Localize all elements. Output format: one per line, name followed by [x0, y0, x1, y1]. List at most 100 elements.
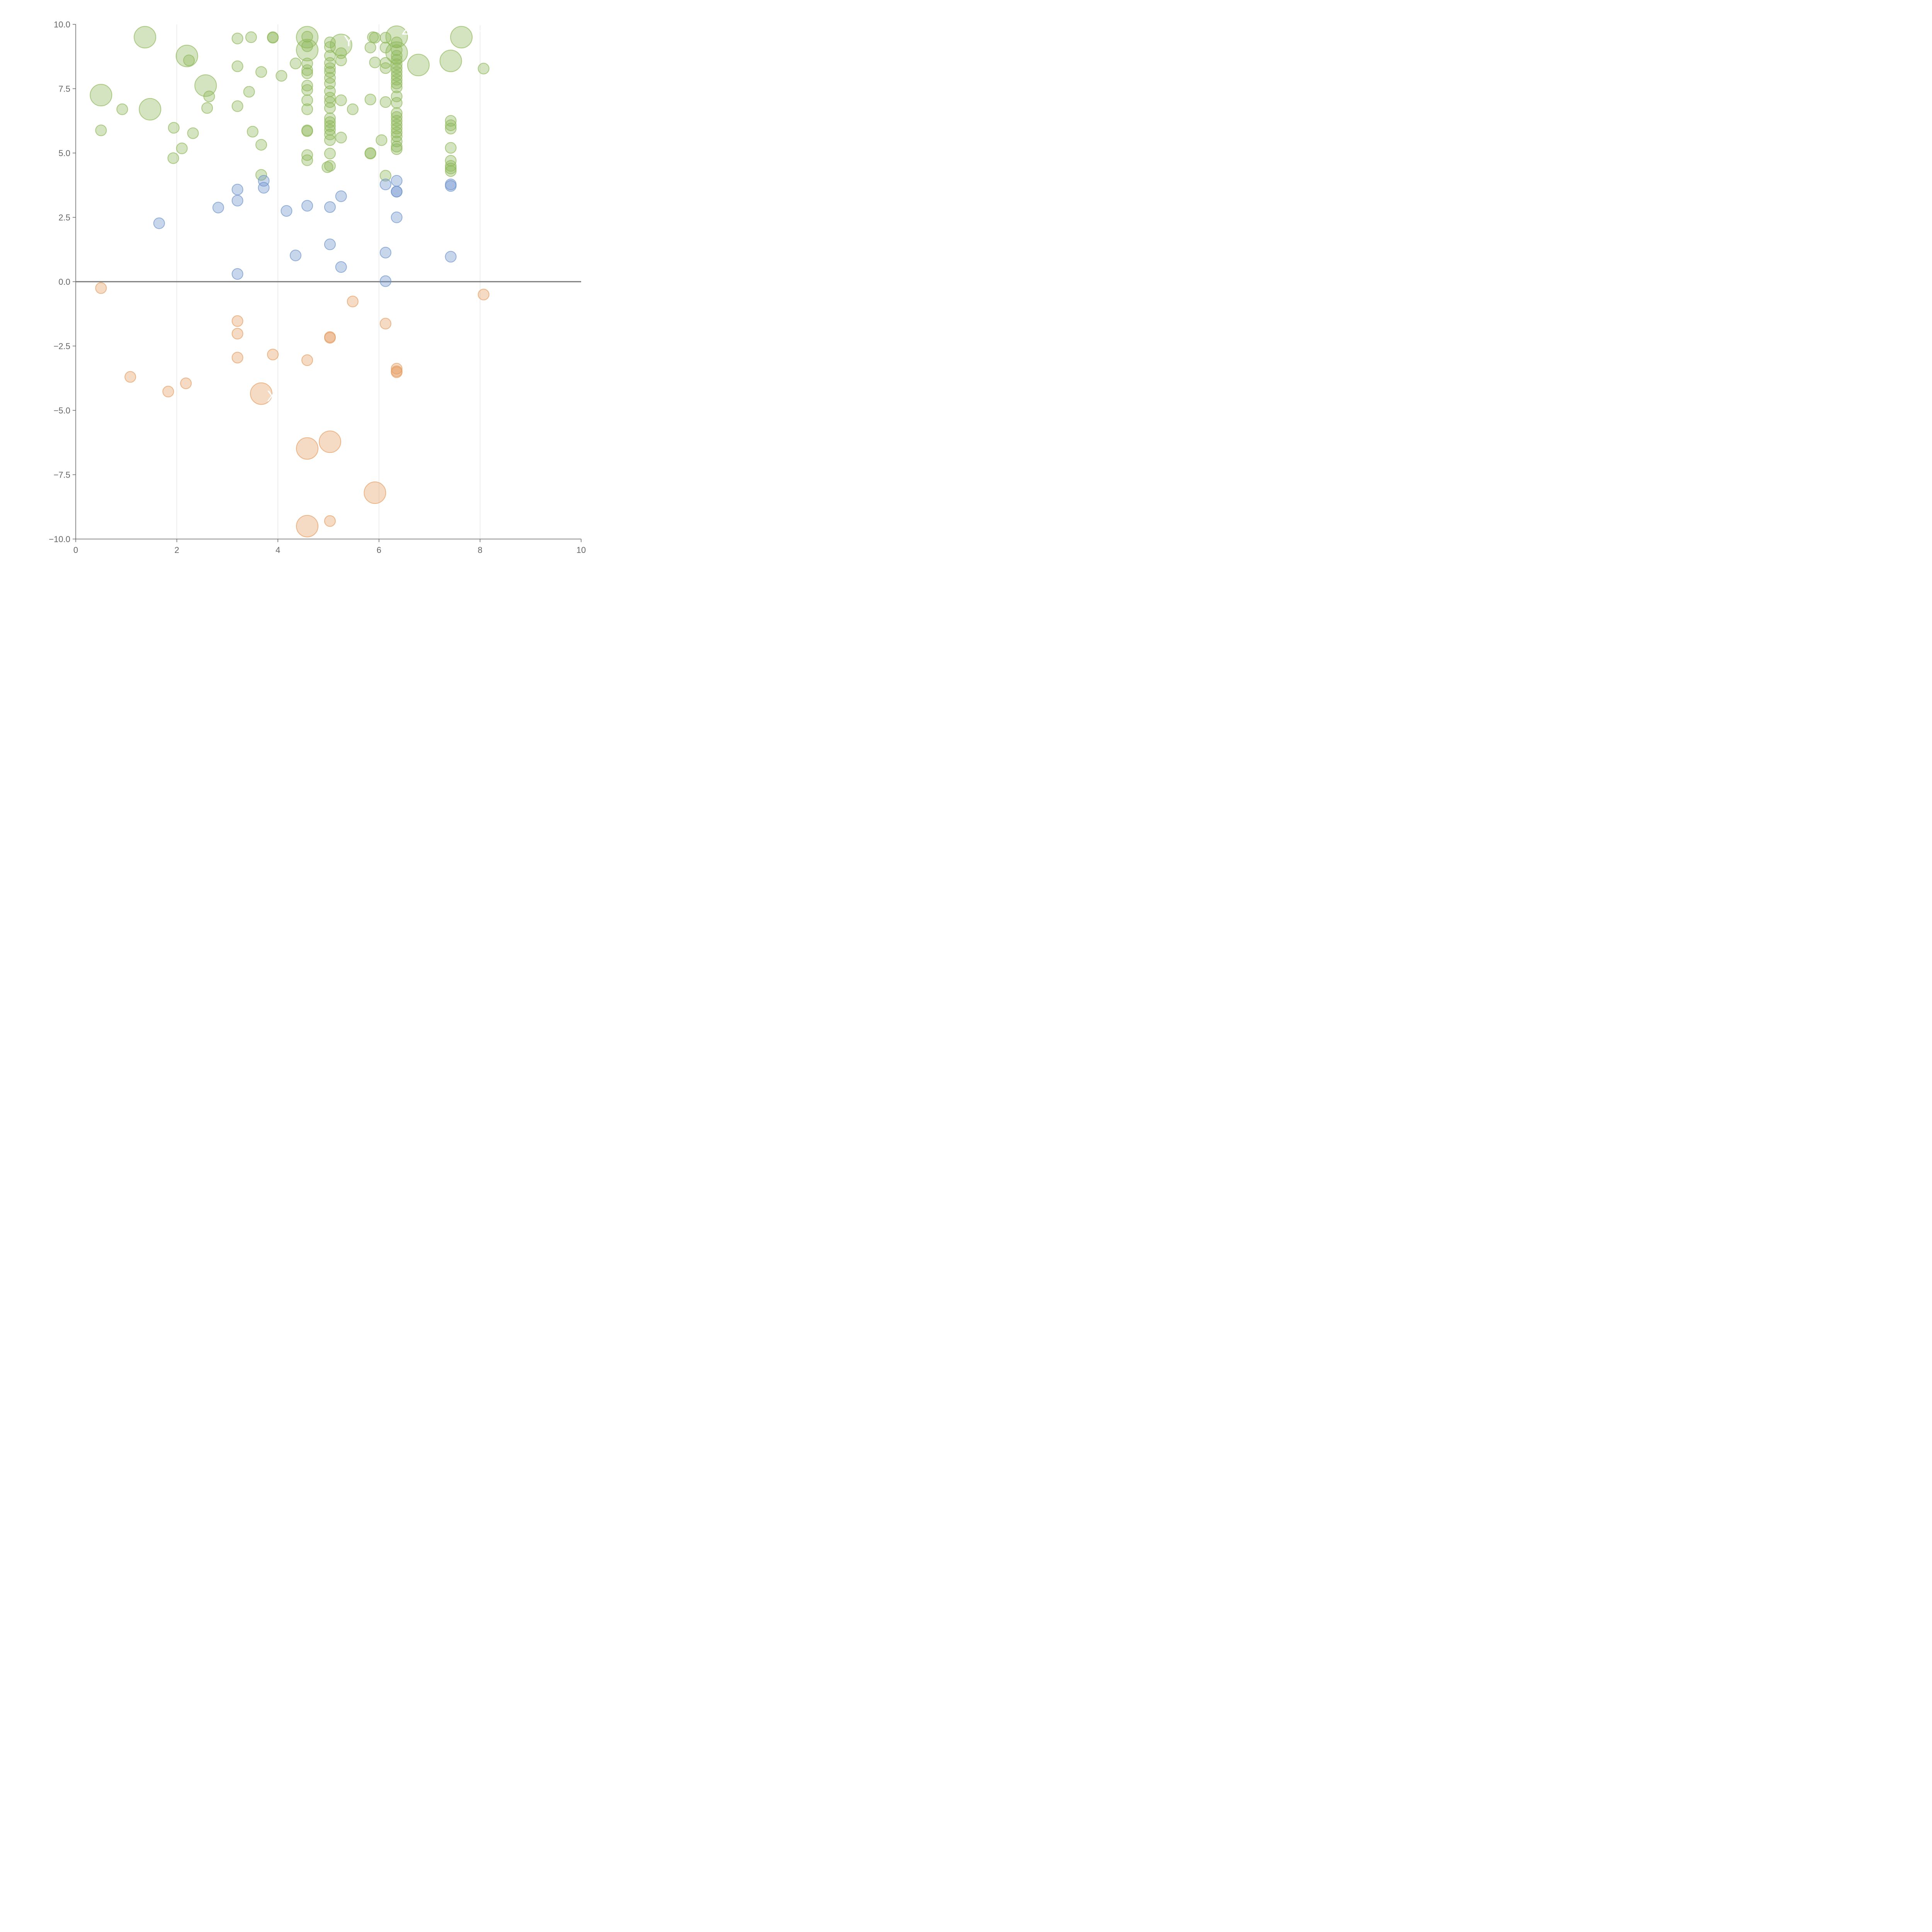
axes: 0 2 4 6 8 10 10.0 7.5 5.0 2.5 0.0 −2.5 −5.0 −7.5 −10.0	[49, 20, 586, 555]
green-point	[364, 94, 376, 105]
blue-point	[289, 250, 301, 262]
green-point	[255, 139, 267, 151]
green-point	[203, 90, 215, 102]
blue-point	[445, 180, 457, 192]
orange-point	[364, 481, 386, 504]
orange-point	[95, 282, 107, 294]
green-point	[324, 36, 336, 48]
green-point	[478, 63, 490, 75]
x-tick-label: 8	[478, 545, 482, 555]
blue-point	[258, 175, 270, 187]
point-label: M	[336, 419, 349, 436]
green-point	[301, 94, 313, 106]
green-point	[391, 82, 403, 94]
blue-point	[231, 184, 243, 196]
green-point	[231, 60, 243, 72]
green-point	[301, 103, 313, 115]
green-point	[335, 94, 347, 106]
scatter-chart: 0 2 4 6 8 10 10.0 7.5 5.0 2.5 0.0 −2.5 −5.0 −7.5 −10.0…	[49, 20, 586, 555]
orange-point	[318, 430, 341, 453]
green-point	[369, 56, 381, 68]
green-point	[139, 98, 162, 121]
green-point	[245, 31, 257, 43]
green-point	[175, 44, 198, 67]
orange-point	[267, 349, 279, 361]
green-point	[301, 40, 313, 52]
green-point	[364, 148, 376, 160]
green-point	[445, 122, 457, 134]
green-point	[296, 26, 319, 49]
blue-point	[379, 247, 391, 259]
x-tick-label: 6	[377, 545, 381, 555]
y-tick-label: 0.0	[58, 277, 70, 287]
green-point	[276, 70, 287, 82]
orange-point	[124, 371, 136, 383]
green-point	[168, 122, 180, 134]
green-point	[324, 66, 336, 78]
blue-point	[445, 251, 457, 263]
orange-point	[296, 515, 319, 537]
x-tick-label: 0	[73, 545, 78, 555]
green-point	[324, 134, 336, 146]
blue-point	[212, 202, 224, 214]
green-point	[391, 97, 403, 109]
orange-point	[324, 332, 336, 344]
green-point	[379, 62, 391, 74]
green-point	[324, 148, 336, 160]
orange-point	[391, 366, 403, 378]
data-points	[90, 25, 490, 537]
orange-point	[379, 318, 391, 330]
green-point	[445, 119, 457, 131]
y-tick-label: 2.5	[58, 213, 70, 223]
green-point	[231, 32, 243, 44]
blue-point	[335, 190, 347, 202]
green-point	[324, 96, 336, 108]
y-tick-label: 10.0	[54, 20, 70, 29]
green-point	[391, 54, 403, 66]
blue-point	[391, 185, 403, 197]
chart-container: 0 2 4 6 8 10 10.0 7.5 5.0 2.5 0.0 −2.5 −5.0 −7.5 −10.0…	[0, 0, 601, 601]
green-point	[445, 142, 457, 154]
blue-point	[231, 268, 243, 280]
x-tick-label: 10	[577, 545, 586, 555]
green-point	[445, 162, 457, 174]
green-point	[335, 132, 347, 144]
green-point	[187, 127, 199, 139]
orange-point	[391, 363, 403, 375]
point-label: Z	[402, 21, 411, 38]
green-point	[183, 54, 195, 66]
green-point	[243, 86, 255, 98]
point-label: X	[267, 388, 277, 405]
green-point	[247, 126, 259, 138]
green-point	[289, 58, 301, 70]
orange-point	[162, 386, 174, 398]
blue-point	[335, 261, 347, 273]
blue-point	[379, 275, 391, 287]
point-label: L	[381, 470, 390, 487]
green-point	[391, 126, 403, 138]
green-point	[301, 31, 313, 43]
green-point	[407, 54, 430, 77]
orange-point	[324, 515, 336, 527]
green-point	[95, 124, 107, 136]
green-point	[391, 50, 403, 62]
green-point	[369, 32, 381, 44]
green-point	[391, 143, 403, 155]
blue-point	[153, 217, 165, 229]
green-point	[134, 26, 156, 49]
y-tick-label: −5.0	[54, 406, 70, 415]
y-tick-label: −10.0	[49, 534, 70, 544]
y-tick-label: −7.5	[54, 470, 70, 480]
green-point	[391, 90, 403, 102]
x-tick-label: 2	[174, 545, 179, 555]
orange-point	[180, 378, 192, 389]
green-point	[439, 49, 462, 72]
green-point	[267, 32, 279, 44]
green-point	[301, 64, 313, 76]
y-tick-label: 5.0	[58, 148, 70, 158]
green-point	[231, 100, 243, 112]
orange-point	[478, 289, 490, 301]
orange-point	[250, 382, 273, 405]
green-point	[167, 152, 179, 164]
green-point	[321, 161, 333, 173]
